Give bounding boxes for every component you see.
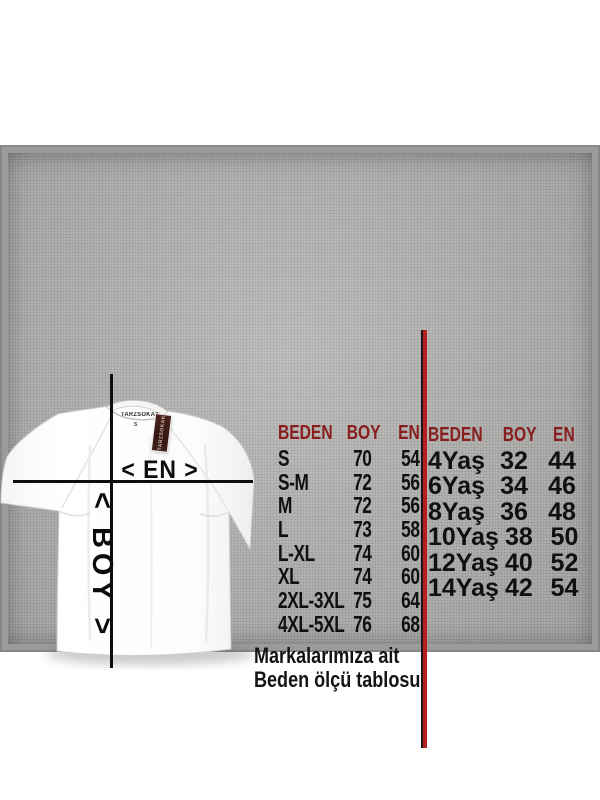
table-caption: Markalarımıza ait Beden ölçü tablosu	[254, 644, 420, 691]
neck-size-label: S	[134, 422, 138, 428]
width-arrow-label: < EN >	[121, 456, 199, 484]
adult-row: M 72 56	[278, 492, 420, 519]
adult-row: S 70 54	[278, 445, 420, 471]
hang-tag-text: TARZSOKAK	[156, 415, 167, 451]
size-chart-panel: TARZSOKAK S TARZSOKAK < EN > < BOY > BED…	[0, 145, 600, 748]
header-width: EN	[553, 423, 575, 446]
header-length: BOY	[346, 421, 381, 444]
caption-line-2: Beden ölçü tablosu	[254, 666, 421, 692]
adult-row: 4XL-5XL 76 68	[278, 610, 420, 637]
kids-row: 8Yaş 36 48	[428, 497, 576, 526]
kids-row: 6Yaş 34 46	[428, 472, 576, 501]
header-width: EN	[398, 421, 420, 444]
adult-row: S-M 72 56	[278, 468, 420, 495]
adult-row: XL 74 60	[278, 563, 420, 590]
adult-size-table: BEDEN BOY EN S 70 54 S-M 72 56 M 72 56 L	[278, 421, 420, 637]
length-measure-line	[110, 374, 113, 668]
length-arrow-label: < BOY >	[86, 492, 118, 640]
adult-row: L 73 58	[278, 516, 420, 543]
tshirt-image	[0, 399, 255, 665]
kids-row: 12Yaş 40 52	[428, 548, 579, 577]
adult-row: 2XL-3XL 75 64	[278, 587, 420, 614]
kids-row: 4Yaş 32 44	[428, 447, 576, 475]
adult-row: L-XL 74 60	[278, 539, 420, 566]
table-divider-line	[421, 330, 427, 748]
kids-size-table: BEDEN BOY EN 4Yaş 32 44 6Yaş 34 46 8Yaş …	[428, 421, 590, 602]
kids-table-header: BEDEN BOY EN	[428, 423, 590, 447]
neck-brand-label: TARZSOKAK	[121, 412, 160, 418]
header-size: BEDEN	[278, 421, 333, 444]
caption-line-1: Markalarımıza ait	[254, 643, 400, 668]
width-measure-line	[13, 480, 253, 483]
adult-table-header: BEDEN BOY EN	[278, 421, 420, 445]
header-size: BEDEN	[428, 423, 483, 446]
kids-row: 14Yaş 42 54	[428, 573, 579, 602]
kids-row: 10Yaş 38 50	[428, 523, 579, 552]
header-length: BOY	[502, 423, 537, 446]
